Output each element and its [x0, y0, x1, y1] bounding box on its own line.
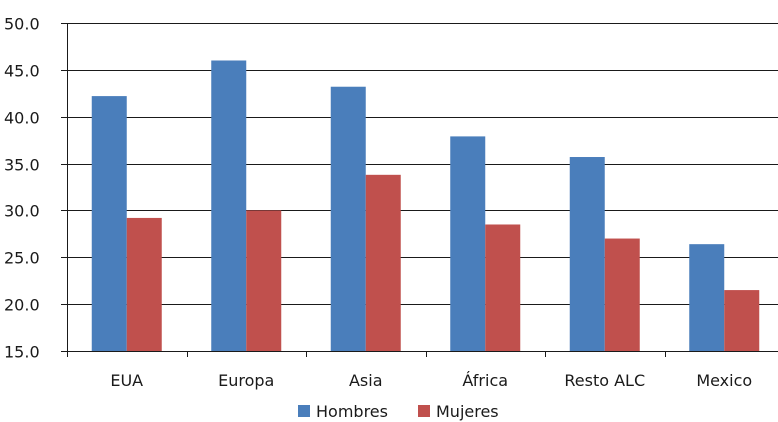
bars — [91, 60, 760, 352]
bar-mujeres-0 — [126, 217, 162, 351]
y-tick-label: 35.0 — [4, 156, 40, 175]
legend-label-0: Hombres — [316, 402, 388, 421]
legend-swatch-1 — [418, 405, 430, 417]
y-tick-label: 50.0 — [4, 15, 40, 34]
bar-hombres-3 — [450, 136, 486, 351]
y-tick-label: 15.0 — [4, 343, 40, 362]
bar-hombres-1 — [211, 60, 247, 351]
gridlines — [61, 23, 778, 352]
bar-hombres-4 — [569, 157, 605, 351]
x-tick-label: Resto ALC — [564, 371, 645, 390]
bar-hombres-0 — [91, 96, 127, 352]
y-tick-label: 40.0 — [4, 109, 40, 128]
bar-mujeres-2 — [365, 174, 401, 351]
bar-mujeres-1 — [246, 210, 282, 351]
bar-hombres-5 — [689, 244, 725, 351]
x-tick-label: Mexico — [696, 371, 752, 390]
bar-mujeres-3 — [485, 224, 521, 351]
x-tick-label: Europa — [218, 371, 274, 390]
x-tick-label: EUA — [110, 371, 143, 390]
legend-swatch-0 — [298, 405, 310, 417]
x-tick-label: África — [462, 371, 508, 390]
y-tick-label: 30.0 — [4, 202, 40, 221]
y-tick-label: 20.0 — [4, 296, 40, 315]
x-axis: EUA Europa Asia África Resto ALC Mexico — [67, 23, 752, 390]
bar-mujeres-4 — [604, 238, 640, 351]
x-tick-label: Asia — [349, 371, 383, 390]
y-tick-label: 45.0 — [4, 62, 40, 81]
legend: Hombres Mujeres — [298, 402, 499, 421]
y-axis-ticks: 15.0 20.0 25.0 30.0 35.0 40.0 45.0 50.0 — [4, 15, 40, 362]
bar-mujeres-5 — [724, 290, 760, 351]
y-tick-label: 25.0 — [4, 249, 40, 268]
legend-label-1: Mujeres — [436, 402, 499, 421]
bar-hombres-2 — [330, 86, 366, 352]
